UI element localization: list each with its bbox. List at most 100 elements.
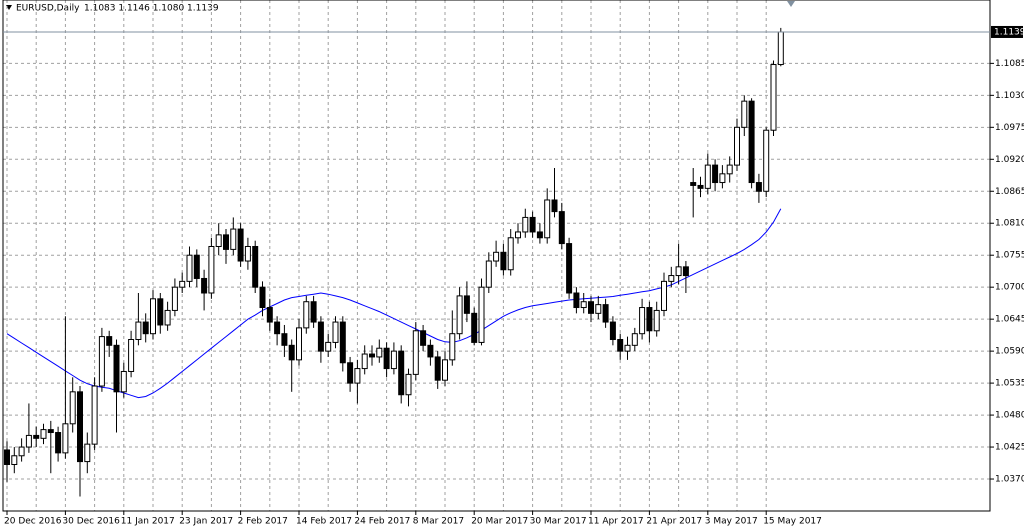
candle-body bbox=[755, 182, 762, 192]
candle-body bbox=[150, 298, 156, 335]
y-tick-label: 1.0590 bbox=[995, 347, 1024, 357]
chart-subtitle: 1.1083 1.1146 1.1080 1.1139 bbox=[84, 4, 219, 14]
x-tick-label: 11 Jan 2017 bbox=[121, 517, 175, 527]
y-tick-label: 1.0755 bbox=[995, 251, 1024, 261]
candle-body bbox=[62, 423, 69, 454]
candle-body bbox=[412, 330, 419, 375]
candle-body bbox=[98, 336, 105, 387]
candle-body bbox=[266, 307, 273, 323]
candle-body bbox=[522, 216, 529, 233]
candle-body bbox=[734, 126, 740, 166]
candle-body bbox=[223, 234, 229, 250]
candle-body bbox=[252, 245, 259, 288]
candle-body bbox=[653, 309, 660, 332]
candle-body bbox=[84, 443, 91, 463]
x-tick-label: 24 Feb 2017 bbox=[354, 517, 410, 527]
shift-marker bbox=[787, 1, 795, 7]
candle-body bbox=[25, 434, 32, 448]
candle-body bbox=[11, 455, 18, 465]
candle-body bbox=[310, 301, 317, 323]
candle-body bbox=[544, 199, 551, 239]
candle-body bbox=[588, 301, 594, 314]
candle-body bbox=[128, 339, 135, 372]
candle-body bbox=[748, 100, 755, 184]
x-tick-label: 14 Feb 2017 bbox=[296, 517, 352, 527]
x-tick-label: 21 Apr 2017 bbox=[646, 517, 702, 527]
y-tick-label: 1.0975 bbox=[995, 123, 1024, 133]
candle-body bbox=[595, 304, 602, 314]
chart-title: EURUSD,Daily bbox=[16, 4, 80, 14]
candle-body bbox=[566, 243, 573, 294]
candle-body bbox=[471, 312, 478, 343]
candle-body bbox=[325, 341, 332, 352]
candle-body bbox=[120, 370, 127, 393]
candle-body bbox=[763, 129, 770, 192]
y-tick-label: 1.0425 bbox=[995, 443, 1024, 453]
moving-average bbox=[6, 208, 782, 399]
candle-body bbox=[690, 182, 697, 186]
candle-body bbox=[193, 254, 200, 279]
candle-body bbox=[215, 234, 222, 247]
candle-body bbox=[434, 356, 441, 381]
candle-body bbox=[179, 280, 186, 288]
candle-body bbox=[55, 432, 62, 454]
candle-body bbox=[661, 280, 667, 311]
candle-body bbox=[208, 245, 215, 294]
candle-body bbox=[697, 184, 704, 189]
x-tick-label: 2 Feb 2017 bbox=[238, 517, 288, 527]
candle-body bbox=[712, 164, 719, 184]
x-tick-label: 20 Mar 2017 bbox=[471, 517, 528, 527]
candle-body bbox=[639, 307, 646, 335]
candle-body bbox=[551, 199, 558, 213]
candle-body bbox=[383, 347, 390, 370]
candle-body bbox=[157, 298, 164, 326]
candle-body bbox=[40, 429, 47, 439]
y-tick-label: 1.0480 bbox=[995, 411, 1024, 421]
candle-body bbox=[529, 216, 536, 233]
x-tick-label: 11 Apr 2017 bbox=[588, 517, 644, 527]
candle-body bbox=[631, 333, 638, 346]
plot-frame bbox=[2, 0, 991, 512]
candle-body bbox=[259, 286, 266, 309]
candle-body bbox=[741, 100, 748, 128]
y-tick-label: 1.0645 bbox=[995, 315, 1024, 325]
x-tick-label: 23 Jan 2017 bbox=[179, 517, 233, 527]
candle-body bbox=[390, 350, 397, 370]
candle-body bbox=[354, 368, 361, 384]
candle-body bbox=[171, 286, 178, 311]
candle-body bbox=[478, 286, 485, 343]
x-tick-label: 3 May 2017 bbox=[705, 517, 758, 527]
x-tick-label: 20 Dec 2016 bbox=[4, 517, 62, 527]
candle-body bbox=[675, 266, 682, 277]
y-tick-label: 1.0865 bbox=[995, 187, 1024, 197]
candle-body bbox=[609, 321, 616, 341]
candle-body bbox=[500, 251, 507, 271]
x-tick-label: 15 May 2017 bbox=[763, 517, 822, 527]
candle-body bbox=[682, 266, 689, 277]
candle-body bbox=[164, 309, 171, 326]
y-tick-label: 1.0920 bbox=[995, 155, 1024, 165]
candle-body bbox=[719, 173, 726, 184]
candle-body bbox=[405, 373, 412, 396]
candle-body bbox=[624, 344, 631, 352]
candle-body bbox=[317, 321, 324, 352]
candle-body bbox=[361, 353, 368, 370]
candle-body bbox=[573, 292, 580, 309]
y-tick-label: 1.0370 bbox=[995, 475, 1024, 485]
candle-body bbox=[106, 336, 113, 346]
candle-body bbox=[617, 339, 624, 352]
x-tick-label: 30 Mar 2017 bbox=[530, 517, 587, 527]
candle-body bbox=[135, 321, 142, 341]
candle-body bbox=[420, 330, 427, 346]
candle-body bbox=[376, 347, 383, 358]
candle-body bbox=[347, 362, 354, 384]
candle-body bbox=[463, 295, 470, 314]
candle-body bbox=[777, 31, 784, 66]
candle-body bbox=[726, 164, 733, 175]
candle-body bbox=[201, 277, 208, 294]
candle-body bbox=[427, 344, 434, 358]
candle-body bbox=[339, 321, 346, 364]
candle-body bbox=[288, 344, 295, 361]
candle-body bbox=[237, 228, 244, 262]
